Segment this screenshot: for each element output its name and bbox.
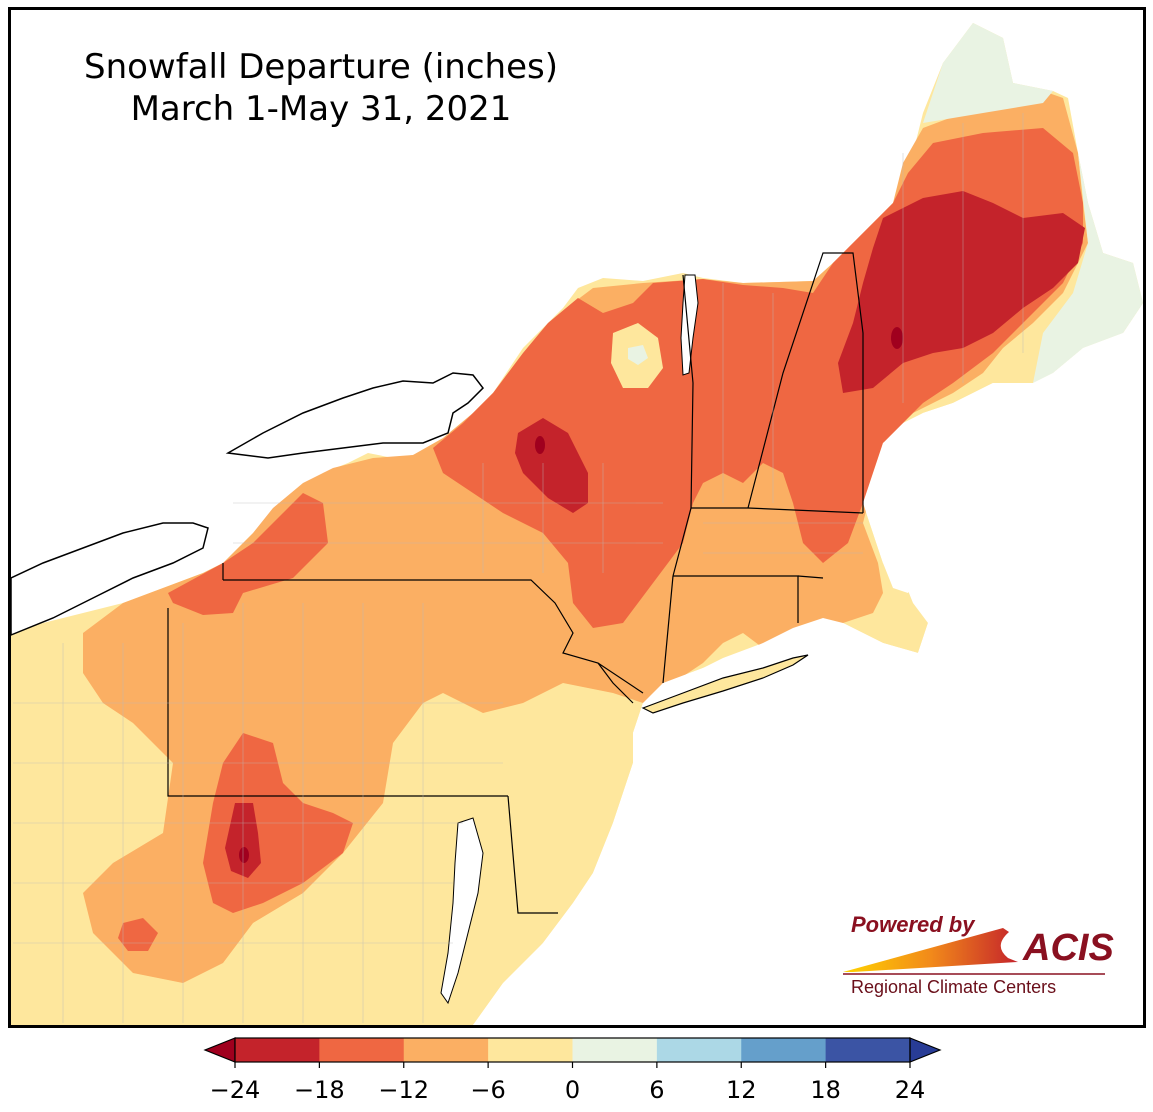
colorbar-bin [403, 1038, 489, 1062]
chesapeake-bay [440, 817, 484, 1005]
logo-subtitle: Regional Climate Centers [851, 977, 1056, 997]
map-subtitle: March 1-May 31, 2021 [130, 89, 512, 129]
colorbar-tick-label: 18 [810, 1076, 841, 1104]
colorbar-tick-label: −12 [378, 1076, 430, 1104]
contour-zero-maine-east [1033, 153, 1143, 383]
acis-logo: Powered by ACIS Regional Climate Centers [843, 912, 1114, 997]
long-island [641, 654, 809, 714]
contour-minus24-pa [239, 847, 249, 863]
colorbar-bin [235, 1038, 320, 1062]
contour-minus12 [168, 493, 328, 615]
logo-swoosh [843, 928, 1018, 972]
colorbar-tick-label: 6 [649, 1076, 665, 1104]
state-borders [167, 252, 864, 914]
colorbar-over-arrow [909, 1037, 942, 1063]
colorbar-bin [319, 1038, 405, 1062]
colorbar-tick-label: −6 [470, 1076, 506, 1104]
contour-zero-maine [923, 23, 1053, 123]
colorbar-bin [656, 1038, 742, 1062]
colorbar-tick-label: −24 [209, 1076, 261, 1104]
colorbar-tick-label: 0 [564, 1076, 581, 1104]
colorbar-tick-label: 12 [725, 1076, 757, 1104]
lake-erie [11, 522, 209, 636]
contour-minus18-ny [515, 418, 588, 513]
lake-ontario [225, 372, 484, 459]
colorbar [203, 1037, 942, 1068]
map-title: Snowfall Departure (inches) [84, 47, 558, 87]
contour-zero-pocket [628, 345, 648, 365]
colorbar-tick-label: 24 [894, 1076, 926, 1104]
colorbar-bin [572, 1038, 658, 1062]
colorbar-tick-label: −18 [294, 1076, 345, 1104]
logo-acis: ACIS [1022, 927, 1114, 969]
colorbar-under-arrow [203, 1037, 236, 1063]
colorbar-bin [488, 1038, 573, 1062]
contour-minus24-ny [535, 436, 545, 454]
county-borders [13, 113, 1024, 1023]
atlantic-ocean [473, 333, 1143, 1025]
snowfall-departure-map [11, 23, 1143, 1025]
logo-powered-by: Powered by [851, 912, 976, 937]
colorbar-bin [741, 1038, 827, 1062]
map-frame: Snowfall Departure (inches) March 1-May … [8, 7, 1146, 1028]
contour-minus24-me [891, 327, 903, 349]
colorbar-bin [825, 1038, 911, 1062]
